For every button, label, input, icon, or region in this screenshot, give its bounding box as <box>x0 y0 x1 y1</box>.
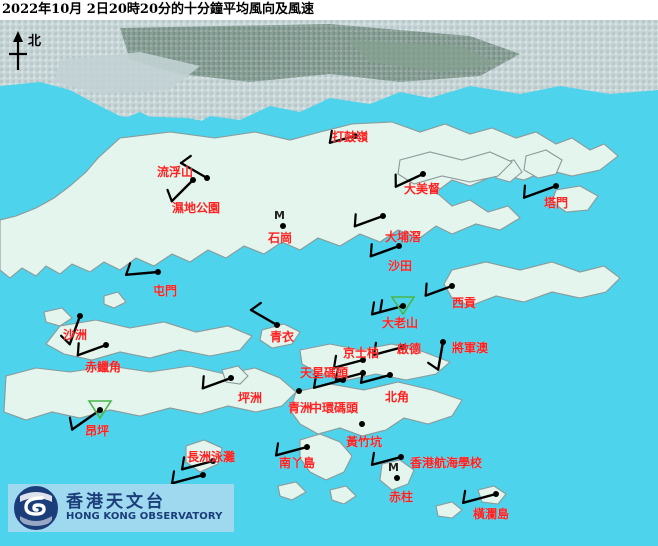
hilltop-station-marker[interactable] <box>87 400 113 420</box>
station-marker[interactable] <box>296 388 302 394</box>
station-marker[interactable] <box>380 213 386 219</box>
station-label: 沙田 <box>388 259 413 273</box>
wind-barb <box>180 456 215 471</box>
station-marker[interactable] <box>103 342 109 348</box>
station-label: 橫瀾島 <box>473 507 510 521</box>
station-marker[interactable] <box>210 458 216 464</box>
station-marker[interactable] <box>340 377 346 383</box>
wind-barb <box>76 342 108 357</box>
station-marker[interactable] <box>280 223 286 229</box>
wind-barb <box>372 341 405 356</box>
wind-barb <box>179 154 209 180</box>
station-marker[interactable] <box>440 339 446 345</box>
wind-barb <box>124 262 160 276</box>
calm-wind-marker: M <box>274 209 285 222</box>
station-marker[interactable] <box>360 357 366 363</box>
wind-barb-layer <box>59 129 558 504</box>
wind-barb <box>353 213 385 228</box>
station-label: 啟德 <box>397 342 422 356</box>
station-marker[interactable] <box>228 375 234 381</box>
wind-barb <box>68 408 102 431</box>
station-label: 青洲 <box>288 401 313 415</box>
station-label: 坪洲 <box>238 391 263 405</box>
wind-barb <box>369 243 401 258</box>
wind-barb <box>370 451 403 466</box>
station-label: 青衣 <box>270 330 295 344</box>
station-marker[interactable] <box>155 269 161 275</box>
station-label: 石崗 <box>268 231 293 245</box>
station-label: 南丫島 <box>279 456 316 470</box>
station-marker[interactable] <box>360 370 366 376</box>
logo-title-en: HONG KONG OBSERVATORY <box>66 511 223 523</box>
logo-title-zh: 香港天文台 <box>66 491 166 512</box>
station-marker[interactable] <box>493 491 499 497</box>
north-label: 北 <box>28 34 42 49</box>
hko-swirl-logo-icon <box>14 486 58 530</box>
mainland-china-landmass <box>0 20 658 128</box>
wind-barb <box>59 314 82 346</box>
station-label: 赤鱲角 <box>85 360 122 374</box>
station-label: 大美督 <box>404 182 441 196</box>
wind-barb <box>424 282 454 297</box>
station-marker-layer <box>77 133 559 497</box>
wind-barb <box>166 178 195 203</box>
station-label: 濕地公園 <box>172 201 221 215</box>
wind-barb <box>274 442 309 457</box>
station-label: 香港航海學校 <box>410 456 483 470</box>
station-label: 將軍澳 <box>452 341 489 355</box>
wind-barb <box>332 354 365 369</box>
wind-barb <box>394 172 425 188</box>
wind-barb <box>312 374 345 389</box>
station-marker[interactable] <box>200 472 206 478</box>
station-label: 中環碼頭 <box>310 401 359 415</box>
north-arrow-icon: 北 <box>4 28 50 74</box>
station-marker[interactable] <box>204 175 210 181</box>
station-label: 天星碼頭 <box>300 366 349 380</box>
map-canvas[interactable]: 北 打鼓嶺流浮山濕地公園 M 石崗 大美督塔門大埔滘沙田屯門西貢青衣 大老山將軍澳 啟德 京… <box>0 20 658 546</box>
station-marker[interactable] <box>304 444 310 450</box>
station-marker[interactable] <box>553 183 559 189</box>
station-marker[interactable] <box>420 171 426 177</box>
station-marker[interactable] <box>396 243 402 249</box>
station-label: 長洲泳灘 <box>187 450 236 464</box>
wind-barb <box>522 184 558 199</box>
page-title: 2022年10月 2日20時20分的十分鐘平均風向及風速 <box>0 0 658 20</box>
wind-barb <box>427 340 445 371</box>
station-label: 北角 <box>385 390 410 404</box>
station-marker[interactable] <box>274 322 280 328</box>
wind-barb <box>170 470 205 485</box>
hong-kong-landmass <box>0 121 621 519</box>
station-marker[interactable] <box>449 283 455 289</box>
wind-barb <box>249 301 279 327</box>
station-label: 昂坪 <box>85 424 110 438</box>
hilltop-station-marker[interactable] <box>390 296 416 316</box>
station-label: 塔門 <box>544 196 569 210</box>
station-label: 京士柏 <box>343 346 380 360</box>
station-marker[interactable] <box>352 133 358 139</box>
station-label: 西貢 <box>452 296 477 310</box>
station-marker[interactable] <box>400 344 406 350</box>
calm-wind-marker: M <box>388 461 399 474</box>
station-label: 流浮山 <box>157 165 194 179</box>
station-marker[interactable] <box>398 454 404 460</box>
station-marker[interactable] <box>359 421 365 427</box>
station-label: 沙洲 <box>63 328 88 342</box>
station-label: 大老山 <box>382 316 419 330</box>
station-label: 打鼓嶺 <box>332 130 369 144</box>
wind-barb <box>201 375 233 390</box>
station-marker[interactable] <box>77 313 83 319</box>
station-marker[interactable] <box>387 372 393 378</box>
station-label: 黃竹坑 <box>346 435 383 449</box>
wind-barb <box>328 129 357 144</box>
map-graphics <box>0 20 658 546</box>
wind-barb <box>461 489 498 504</box>
hko-logo[interactable]: 香港天文台 HONG KONG OBSERVATORY <box>8 484 234 532</box>
station-marker[interactable] <box>190 177 196 183</box>
station-marker[interactable] <box>394 475 400 481</box>
station-label: 屯門 <box>153 284 178 298</box>
station-label: 赤柱 <box>389 490 414 504</box>
station-label: 大埔滘 <box>385 230 422 244</box>
